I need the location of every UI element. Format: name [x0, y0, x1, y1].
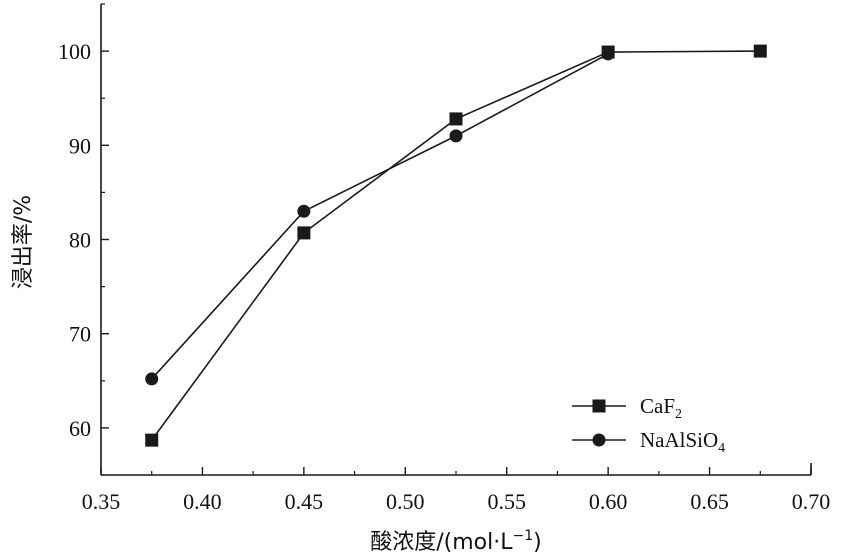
- x-tick-label: 0.40: [183, 489, 222, 514]
- axes: [100, 4, 812, 476]
- legend-label-main: NaAlSiO: [640, 428, 718, 452]
- x-tick-label: 0.70: [792, 489, 831, 514]
- data-point-circle: [145, 372, 159, 386]
- x-axis-title-end: ): [533, 530, 542, 555]
- x-tick-label: 0.45: [285, 489, 324, 514]
- x-tick-label: 0.35: [82, 489, 121, 514]
- legend-label-subscript: 2: [675, 407, 682, 422]
- data-point-square: [753, 44, 767, 58]
- legend-marker-square: [592, 399, 606, 413]
- series-line-NaAlSiO4: [151, 53, 609, 380]
- y-tick-label: 100: [58, 39, 91, 64]
- y-tick-label: 70: [69, 322, 91, 347]
- series-group: [145, 44, 767, 447]
- x-axis-title: 酸浓度/(mol·L−1): [370, 528, 541, 555]
- legend-label-main: CaF: [640, 394, 675, 418]
- x-axis-title-sup: −1: [513, 528, 534, 544]
- x-tick-label: 0.50: [386, 489, 425, 514]
- legend-marker-circle: [592, 433, 606, 447]
- x-tick-label: 0.65: [690, 489, 729, 514]
- x-axis-title-main: 酸浓度/(mol·L: [370, 530, 513, 555]
- series-line-CaF2: [151, 50, 761, 441]
- data-point-circle: [601, 47, 615, 61]
- legend-label: NaAlSiO4: [640, 428, 725, 456]
- x-tick-label: 0.60: [589, 489, 628, 514]
- x-tick-label: 0.55: [487, 489, 526, 514]
- legend-label-subscript: 4: [718, 441, 725, 456]
- data-point-square: [449, 112, 463, 126]
- data-point-square: [145, 433, 159, 447]
- legend-label: CaF2: [640, 394, 682, 422]
- y-tick-label: 60: [69, 416, 91, 441]
- y-tick-label: 90: [69, 133, 91, 158]
- ticks: 0.35 0.40 0.45 0.50 0.55 0.60 0.65 0.70 60 70 80 90…: [58, 3, 831, 514]
- data-point-circle: [449, 129, 463, 143]
- data-point-circle: [297, 204, 311, 218]
- data-point-square: [297, 226, 311, 240]
- legend: CaF2 NaAlSiO4: [572, 394, 725, 456]
- y-axis-title: 浸出率/%: [11, 195, 36, 289]
- y-tick-label: 80: [69, 228, 91, 253]
